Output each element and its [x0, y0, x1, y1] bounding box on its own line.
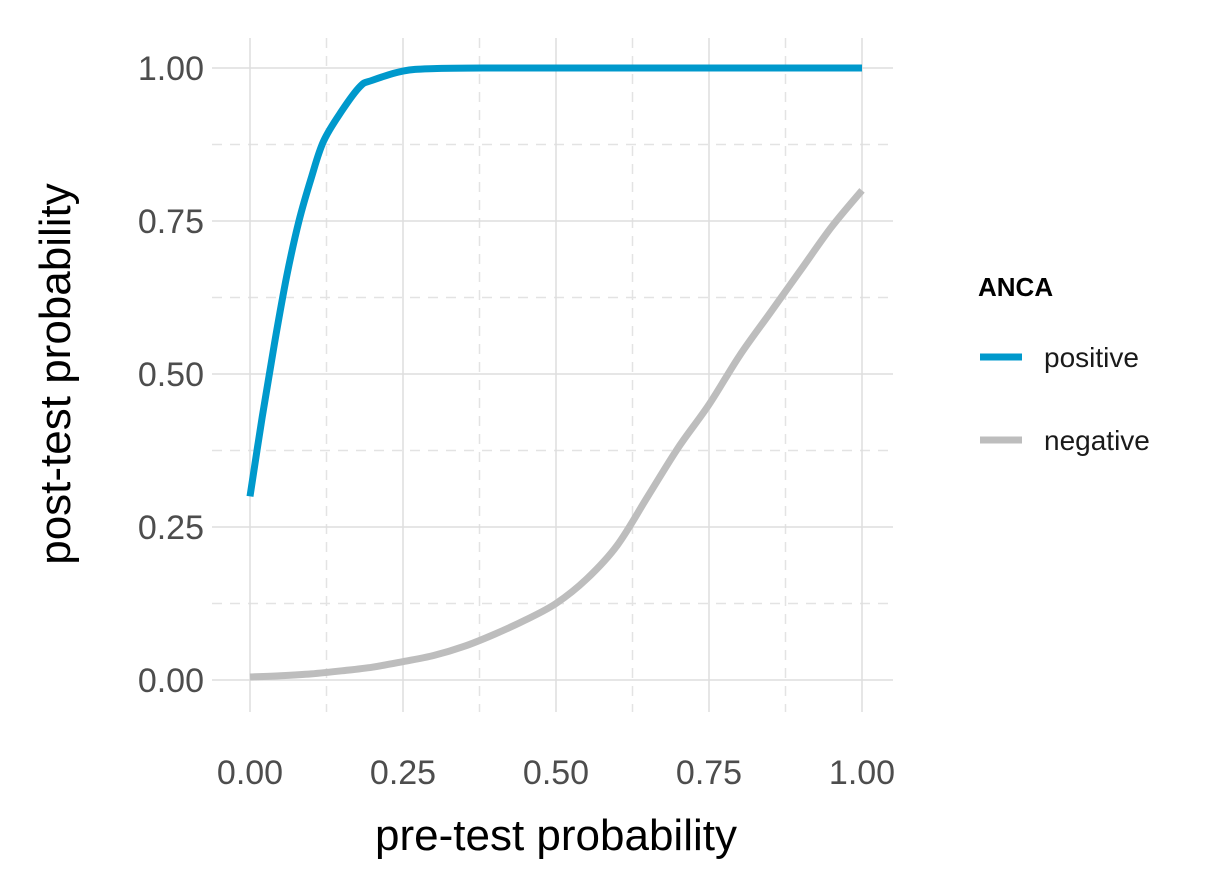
x-tick-label: 1.00 [829, 754, 895, 792]
series-lines [246, 64, 865, 681]
x-tick-label: 0.25 [370, 754, 436, 792]
x-tick-label: 0.75 [676, 754, 742, 792]
legend: ANCA positive negative [978, 272, 1150, 456]
x-axis-ticks: 0.00 0.25 0.50 0.75 1.00 [217, 754, 895, 792]
legend-label-positive: positive [1044, 342, 1139, 373]
y-tick-label: 0.75 [138, 203, 204, 241]
legend-label-negative: negative [1044, 425, 1150, 456]
y-tick-label: 0.50 [138, 356, 204, 394]
y-tick-label: 1.00 [138, 50, 204, 88]
legend-title: ANCA [978, 272, 1053, 302]
series-line-positive [246, 64, 862, 497]
y-tick-label: 0.00 [138, 662, 204, 700]
x-tick-label: 0.00 [217, 754, 283, 792]
series-line-negative [249, 188, 865, 681]
grid [212, 38, 893, 712]
x-axis-title: pre-test probability [375, 811, 737, 860]
y-axis-title: post-test probability [31, 183, 80, 565]
x-tick-label: 0.50 [523, 754, 589, 792]
y-tick-label: 0.25 [138, 509, 204, 547]
y-axis-ticks: 0.00 0.25 0.50 0.75 1.00 [138, 50, 204, 700]
